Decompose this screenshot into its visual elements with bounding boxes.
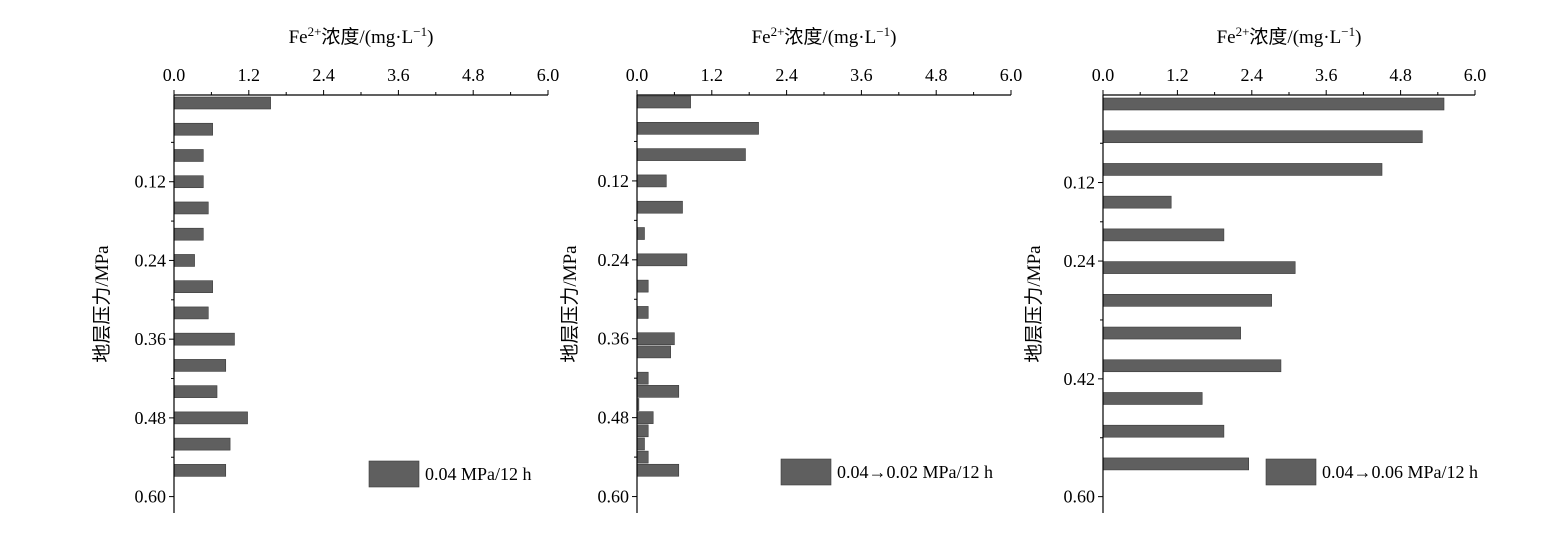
bar-14	[173, 437, 231, 451]
bar-6	[636, 227, 645, 240]
x-tick-label: 3.6	[1315, 65, 1338, 85]
bar-2	[173, 122, 213, 136]
x-tick-label: 0.0	[626, 65, 649, 85]
bar-16	[636, 424, 649, 438]
bar-4	[1102, 195, 1172, 209]
bar-6	[173, 227, 204, 241]
legend-swatch	[368, 460, 420, 488]
y-tick-label: 0.12	[135, 172, 167, 192]
bar-3	[1102, 163, 1383, 176]
legend: 0.04→0.06 MPa/12 h	[1265, 458, 1478, 486]
bar-9	[636, 306, 649, 319]
y-tick-label: 0.24	[135, 250, 167, 270]
bar-5	[636, 200, 683, 214]
y-tick-label: 0.60	[598, 487, 630, 507]
bar-13	[173, 411, 248, 425]
bar-3	[173, 149, 204, 162]
x-tick-label: 2.4	[1241, 65, 1264, 85]
legend-label: 0.04→0.06 MPa/12 h	[1322, 462, 1478, 482]
y-tick-label: 0.12	[1064, 173, 1096, 193]
x-tick-label: 3.6	[387, 65, 410, 85]
y-tick-label: 0.36	[598, 329, 630, 349]
bar-9	[1102, 359, 1282, 373]
x-tick-label: 1.2	[1166, 65, 1189, 85]
legend-swatch	[780, 458, 832, 486]
legend-label: 0.04→0.02 MPa/12 h	[837, 462, 993, 482]
x-tick-label: 3.6	[850, 65, 873, 85]
bar-15	[636, 411, 654, 424]
bar-8	[636, 279, 649, 293]
bar-2	[1102, 130, 1423, 144]
bar-7	[173, 254, 195, 267]
chart-panel-3: 0.0 1.2 2.4 3.6 4.8 6.0 Fe2+浓度/(mg·L−1) 0.12 0.2…	[1023, 24, 1487, 513]
y-axis-title: 地层压力/MPa	[91, 245, 113, 363]
y-tick-label: 0.60	[135, 487, 167, 507]
bar-10	[1102, 392, 1203, 405]
bar-4	[636, 174, 667, 188]
bar-15	[173, 464, 227, 477]
y-tick-label: 0.48	[135, 408, 167, 428]
bar-13	[636, 385, 680, 398]
bar-11	[636, 345, 671, 359]
bar-12	[636, 371, 649, 385]
x-tick-label: 6.0	[537, 65, 560, 85]
x-tick-label: 1.2	[238, 65, 261, 85]
legend-label: 0.04 MPa/12 h	[425, 464, 532, 484]
bar-6	[1102, 261, 1296, 274]
x-tick-label: 4.8	[925, 65, 948, 85]
y-tick-label: 0.12	[598, 171, 630, 191]
bar-1	[173, 96, 271, 110]
bar-3	[636, 148, 746, 161]
bar-12	[1102, 457, 1249, 471]
legend: 0.04→0.02 MPa/12 h	[780, 458, 993, 486]
y-tick-label: 0.48	[598, 408, 630, 428]
bar-12	[173, 385, 218, 398]
bar-5	[1102, 228, 1225, 242]
bar-17	[636, 437, 645, 451]
bar-19	[636, 463, 680, 477]
bar-5	[173, 201, 209, 215]
x-tick-label: 4.8	[462, 65, 485, 85]
bar-1	[636, 95, 691, 109]
bar-7	[1102, 294, 1272, 307]
bar-2	[636, 122, 759, 135]
bar-10	[173, 332, 235, 346]
x-tick-label: 1.2	[701, 65, 724, 85]
x-tick-label: 6.0	[1000, 65, 1023, 85]
bar-4	[173, 175, 204, 189]
y-axis-title: 地层压力/MPa	[1023, 245, 1045, 363]
y-tick-label: 0.42	[1064, 369, 1096, 389]
x-axis-title: Fe2+浓度/(mg·L−1)	[752, 24, 897, 49]
chart-panel-1: 0.0 1.2 2.4 3.6 4.8 6.0 Fe2+浓度/(mg·L−1) 0.12 0.2…	[91, 24, 560, 513]
x-axis-title: Fe2+浓度/(mg·L−1)	[1217, 24, 1362, 49]
y-tick-label: 0.24	[1064, 251, 1096, 271]
x-tick-label: 4.8	[1389, 65, 1412, 85]
x-tick-label: 2.4	[775, 65, 798, 85]
bar-8	[173, 280, 213, 293]
x-tick-label: 0.0	[1092, 65, 1115, 85]
y-axis-title: 地层压力/MPa	[559, 245, 581, 363]
y-tick-label: 0.60	[1064, 487, 1096, 507]
bar-10	[636, 332, 675, 346]
x-tick-label: 0.0	[163, 65, 186, 85]
legend-swatch	[1265, 458, 1317, 486]
bar-11	[173, 359, 227, 372]
x-tick-label: 6.0	[1464, 65, 1487, 85]
bar-7	[636, 253, 688, 267]
bar-9	[173, 306, 209, 320]
y-tick-label: 0.24	[598, 250, 630, 270]
chart-panel-2: 0.0 1.2 2.4 3.6 4.8 6.0 Fe2+浓度/(mg·L−1) 0.12 0.2…	[559, 24, 1023, 513]
bar-18	[636, 450, 649, 464]
x-tick-label: 2.4	[312, 65, 335, 85]
bar-8	[1102, 326, 1241, 340]
bar-11	[1102, 424, 1225, 438]
y-tick-label: 0.36	[135, 329, 167, 349]
bar-1	[1102, 97, 1445, 111]
x-axis-title: Fe2+浓度/(mg·L−1)	[289, 24, 434, 49]
legend: 0.04 MPa/12 h	[368, 460, 532, 488]
